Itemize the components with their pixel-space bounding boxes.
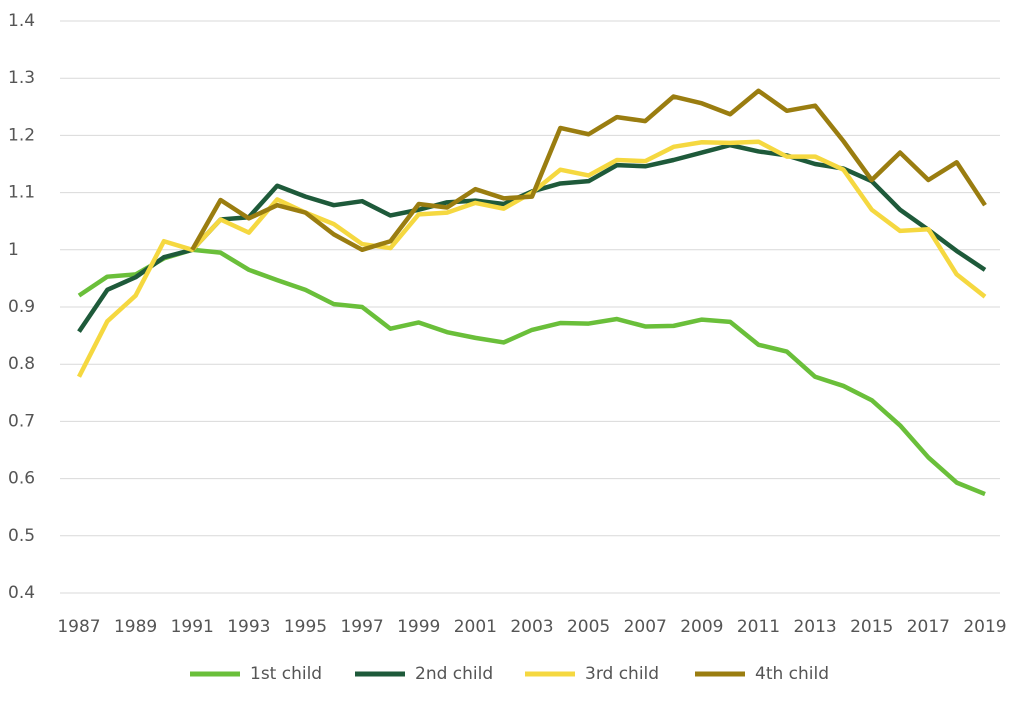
- x-tick-label: 1989: [114, 617, 157, 637]
- x-tick-label: 1993: [227, 617, 270, 637]
- x-tick-label: 2013: [793, 617, 836, 637]
- x-tick-label: 2007: [624, 617, 667, 637]
- legend-label: 3rd child: [585, 664, 659, 684]
- x-tick-label: 2001: [454, 617, 497, 637]
- y-tick-label: 0.6: [8, 469, 35, 489]
- series-line: [190, 88, 987, 253]
- y-tick-label: 0.9: [8, 297, 35, 317]
- y-tick-label: 1.1: [8, 183, 35, 203]
- y-tick-label: 1: [8, 240, 19, 260]
- y-tick-label: 1.2: [8, 125, 35, 145]
- y-tick-label: 0.4: [8, 583, 35, 603]
- y-tick-label: 0.8: [8, 354, 35, 374]
- x-tick-label: 1999: [397, 617, 440, 637]
- legend-label: 2nd child: [415, 664, 493, 684]
- y-tick-label: 0.5: [8, 526, 35, 546]
- x-tick-label: 1991: [171, 617, 214, 637]
- legend-label: 4th child: [755, 664, 829, 684]
- x-tick-label: 2003: [510, 617, 553, 637]
- x-tick-label: 2009: [680, 617, 723, 637]
- x-tick-label: 1997: [340, 617, 383, 637]
- x-tick-label: 1995: [284, 617, 327, 637]
- y-tick-label: 1.4: [8, 11, 35, 31]
- y-tick-label: 0.7: [8, 411, 35, 431]
- series-line: [77, 247, 986, 497]
- x-tick-label: 2017: [907, 617, 950, 637]
- y-tick-label: 1.3: [8, 68, 35, 88]
- x-tick-label: 2019: [963, 617, 1006, 637]
- x-tick-label: 2015: [850, 617, 893, 637]
- legend-label: 1st child: [250, 664, 322, 684]
- series-line: [76, 139, 987, 378]
- x-tick-label: 2005: [567, 617, 610, 637]
- x-tick-label: 2011: [737, 617, 780, 637]
- x-tick-label: 1987: [57, 617, 100, 637]
- series-line: [77, 142, 987, 333]
